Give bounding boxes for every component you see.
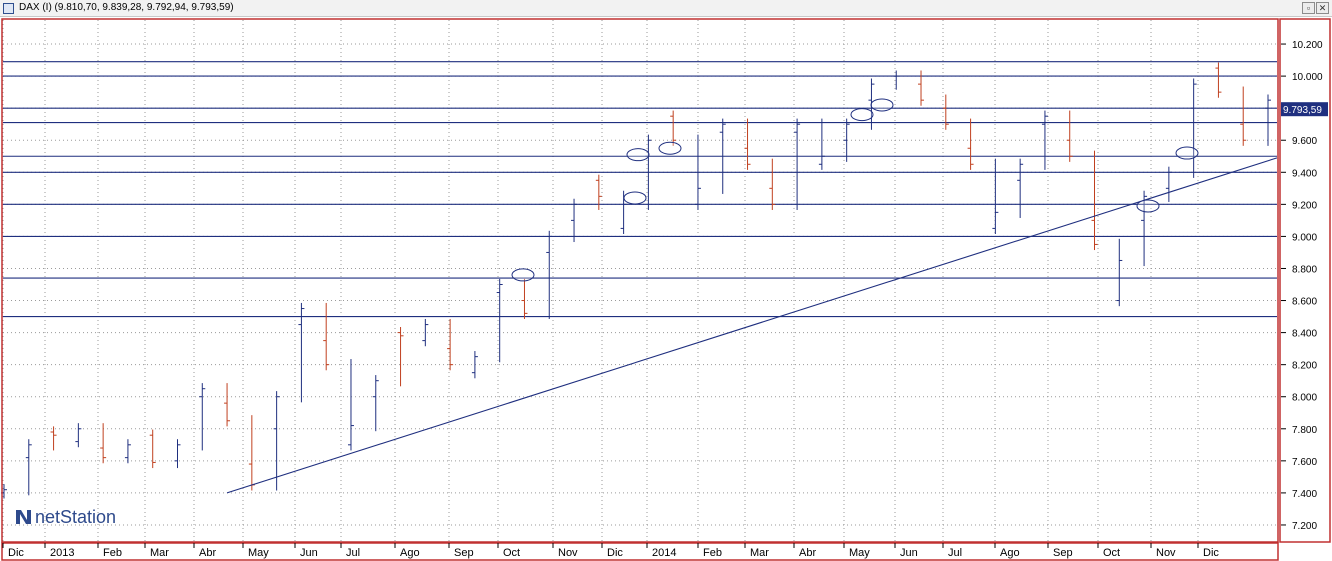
y-tick-label: 8.600: [1292, 297, 1317, 308]
y-tick-label: 9.400: [1292, 168, 1317, 179]
y-tick-label: 10.200: [1292, 40, 1323, 51]
x-tick-label: Abr: [199, 547, 216, 559]
x-tick-label: Dic: [8, 547, 24, 559]
y-tick-label: 8.800: [1292, 264, 1317, 275]
netstation-n-icon: [16, 510, 31, 524]
y-tick-label: 10.000: [1292, 72, 1323, 83]
x-tick-label: Mar: [750, 547, 769, 559]
x-tick-label: Sep: [1053, 547, 1073, 559]
last-price-label: 9.793,59: [1283, 105, 1322, 116]
x-tick-label: Dic: [1203, 547, 1219, 559]
x-tick-label: Jul: [346, 547, 360, 559]
x-tick-label: Jun: [300, 547, 318, 559]
x-tick-label: May: [248, 547, 269, 559]
last-price-marker: 9.793,59: [1281, 102, 1328, 117]
x-tick-label: Oct: [503, 547, 520, 559]
x-tick-label: Oct: [1103, 547, 1120, 559]
ellipse-marker: [511, 268, 535, 282]
minimize-button[interactable]: ▫: [1302, 2, 1315, 14]
x-tick-label: May: [849, 547, 870, 559]
x-axis-frame: [1, 542, 1279, 561]
ellipse-markers: [511, 98, 1199, 282]
chart-window-icon: [3, 3, 14, 14]
x-tick-label: Jun: [900, 547, 918, 559]
x-tick-label: Jul: [948, 547, 962, 559]
x-tick-label: 2013: [50, 547, 74, 559]
x-tick-label: Dic: [607, 547, 623, 559]
x-tick-label: Ago: [400, 547, 420, 559]
ellipse-marker: [658, 141, 682, 155]
y-tick-label: 7.200: [1292, 521, 1317, 532]
y-tick-label: 7.800: [1292, 425, 1317, 436]
ellipse-marker: [850, 108, 874, 122]
netstation-logo-text: netStation: [35, 507, 116, 527]
trendline: [226, 157, 1278, 494]
y-tick-label: 9.600: [1292, 136, 1317, 147]
ohlc-bars: [1, 62, 1271, 499]
y-tick-label: 7.400: [1292, 489, 1317, 500]
x-tick-label: Sep: [454, 547, 474, 559]
ellipse-marker: [1136, 199, 1160, 213]
y-axis-frame: [1279, 18, 1331, 543]
horizontal-levels: [3, 61, 1277, 318]
window-titlebar: DAX (I) (9.810,70, 9.839,28, 9.792,94, 9…: [0, 0, 1332, 17]
x-tick-label: Abr: [799, 547, 816, 559]
trendline-layer: [226, 157, 1278, 494]
x-tick-label: Mar: [150, 547, 169, 559]
plot-frame: [1, 18, 1279, 543]
grid-layer: [2, 20, 1277, 541]
x-tick-label: Feb: [703, 547, 722, 559]
chart-background: [0, 17, 1332, 561]
y-tick-label: 9.000: [1292, 232, 1317, 243]
dax-price-chart[interactable]: 7.200 7.400 7.600 7.800 8.000 8.200 8.400 8.600…: [0, 17, 1332, 561]
ellipse-marker: [623, 191, 647, 205]
last-price-box: [1281, 102, 1328, 117]
x-tick-label: Feb: [103, 547, 122, 559]
ellipse-marker: [1175, 146, 1199, 160]
y-tick-label: 9.200: [1292, 200, 1317, 211]
ellipse-marker: [626, 148, 650, 162]
x-axis: Dic 2013 Feb Mar Abr May Jun Jul Ago Sep Oct Nov Dic…: [2, 543, 1219, 559]
ellipse-marker: [870, 98, 894, 112]
y-tick-label: 8.200: [1292, 361, 1317, 372]
x-tick-label: Nov: [1156, 547, 1176, 559]
close-button[interactable]: ✕: [1316, 2, 1329, 14]
x-tick-label: Ago: [1000, 547, 1020, 559]
y-tick-label: 7.600: [1292, 457, 1317, 468]
x-tick-label: Nov: [558, 547, 578, 559]
netstation-logo: netStation: [16, 507, 116, 527]
y-tick-label: 8.400: [1292, 329, 1317, 340]
x-tick-label: 2014: [652, 547, 676, 559]
y-tick-label: 8.000: [1292, 393, 1317, 404]
window-title: DAX (I) (9.810,70, 9.839,28, 9.792,94, 9…: [19, 2, 234, 13]
